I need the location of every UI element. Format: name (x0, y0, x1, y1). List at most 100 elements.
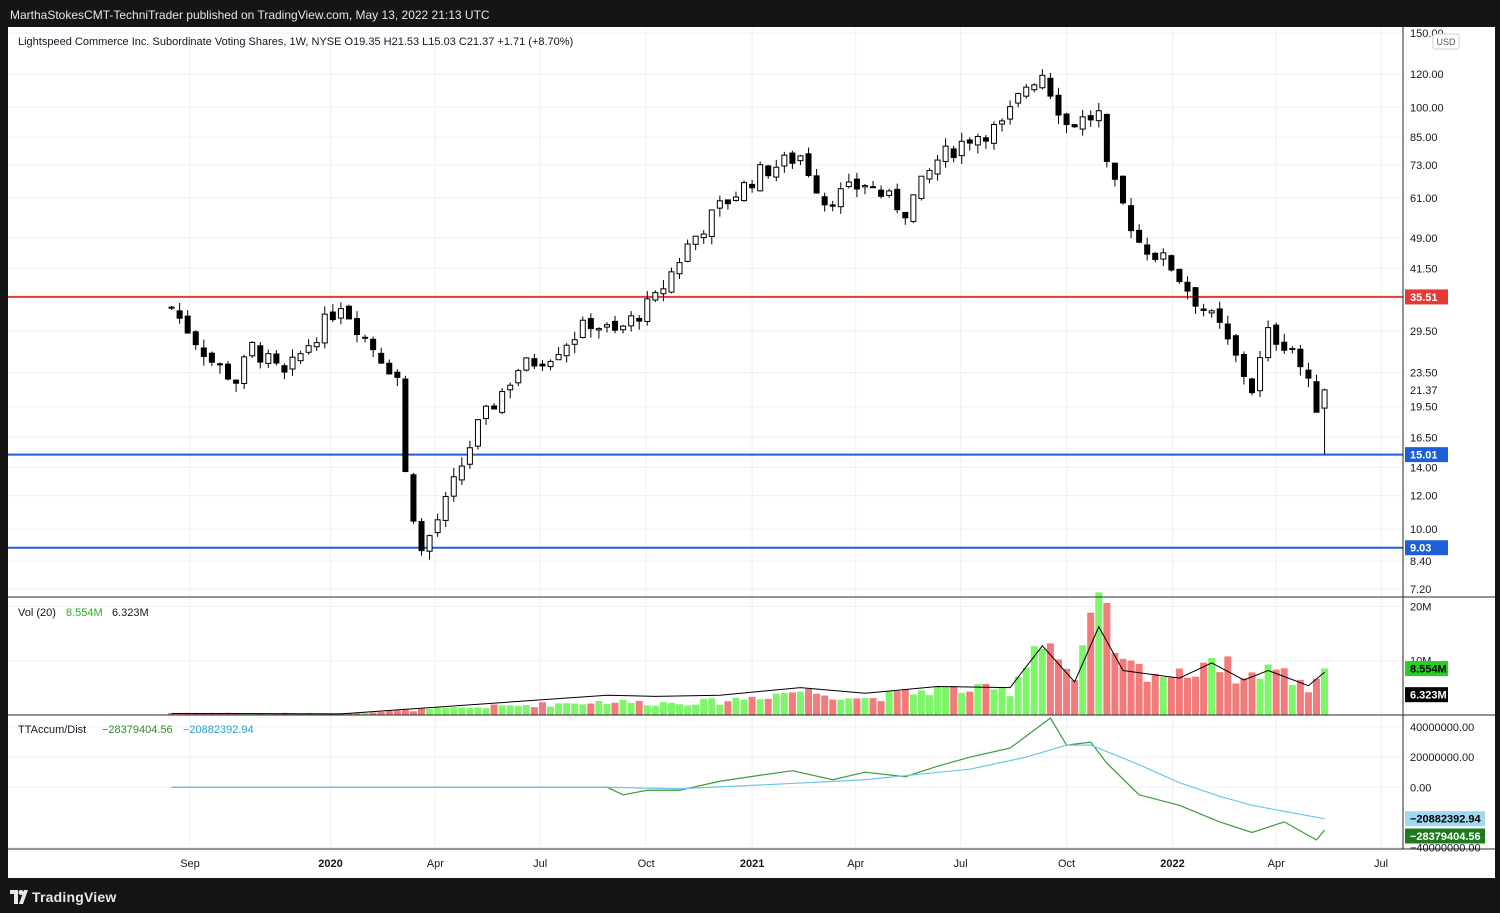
volume-bar (796, 691, 804, 715)
candle-body (1031, 84, 1038, 91)
candle-body (958, 140, 965, 157)
volume-bar (409, 711, 417, 715)
last-candle (1321, 389, 1328, 409)
candle-body (1047, 77, 1054, 97)
time-tick-label: Sep (180, 858, 200, 870)
volume-last-tag-bg (1405, 661, 1448, 677)
candle-body (1023, 86, 1030, 97)
volume-bar (901, 689, 909, 715)
level-price-tag: 15.01 (1410, 450, 1438, 462)
candle-body (1152, 252, 1159, 260)
horizontal-levels[interactable] (8, 295, 1403, 549)
volume-bar (619, 699, 627, 715)
candle-body (716, 200, 723, 209)
candle-body (1224, 323, 1231, 340)
accum-dist-signal-line (171, 744, 1325, 820)
volume-bar (998, 687, 1006, 715)
price-tick-label: 16.50 (1410, 432, 1438, 444)
volume-bar (1103, 602, 1111, 715)
candle-body (1216, 308, 1223, 323)
candle-body (547, 360, 554, 368)
volume-bar (1143, 681, 1151, 715)
volume-bar (498, 705, 506, 715)
volume-bar (514, 705, 522, 715)
currency-badge[interactable] (1432, 33, 1460, 50)
volume-bar (1167, 677, 1175, 715)
candle-body (724, 199, 731, 205)
volume-bar (990, 689, 998, 715)
accum-dist-line (171, 717, 1326, 841)
candle-body (668, 271, 675, 293)
volume-bar (353, 713, 361, 715)
symbol-legend: Lightspeed Commerce Inc. Subordinate Vot… (18, 36, 573, 48)
price-tags: 35.51 15.01 9.03 21.37 8.554M 6.323M −20882392… (1405, 289, 1485, 844)
volume-bar (547, 706, 555, 715)
volume-bar (837, 699, 845, 715)
volume-bar (966, 691, 974, 715)
candle-body (233, 379, 240, 384)
candle-body (805, 153, 812, 176)
volume-bar (845, 698, 853, 715)
candle-body (652, 292, 659, 301)
candle-body (579, 319, 586, 338)
volume-bar (805, 688, 813, 715)
volume-bar (813, 693, 821, 715)
candle-body (1200, 308, 1207, 311)
volume-bar (684, 705, 692, 715)
candle-body (1128, 205, 1135, 232)
volume-bar (611, 702, 619, 715)
volume-bar (659, 702, 667, 715)
price-tick-label: 12.00 (1410, 491, 1438, 503)
candle-body (1313, 381, 1320, 413)
candle-body (821, 196, 828, 206)
candle-body (700, 233, 707, 239)
volume-bar (950, 685, 958, 715)
candle-body (571, 339, 578, 345)
volume-bar (788, 692, 796, 715)
oscillator-tick-label: −40000000.00 (1410, 842, 1481, 854)
tradingview-wordmark: TradingView (32, 889, 117, 905)
candle-body (345, 305, 352, 320)
price-tick-label: 7.20 (1410, 584, 1431, 596)
volume-bar (361, 712, 369, 715)
candle-body (894, 188, 901, 211)
time-axis[interactable]: Sep 2020 Apr Jul Oct 2021 Apr Jul Oct 2022 Apr Jul (180, 858, 1388, 870)
volume-bar (1304, 692, 1312, 715)
candle-body (741, 182, 748, 202)
volume-bar (555, 703, 563, 715)
price-tick-label: 73.00 (1410, 160, 1438, 172)
volume-bar (982, 683, 990, 715)
accum-dist-last-tag-bg (1405, 828, 1485, 844)
candle-body (1144, 244, 1151, 255)
candle-body (870, 186, 877, 189)
volume-bar (587, 703, 595, 715)
volume-last-tag: 8.554M (1410, 664, 1447, 676)
volume-bar (732, 697, 740, 715)
price-axis[interactable]: 150.00120.00100.0085.0073.0061.0049.0041… (1410, 28, 1481, 854)
candle-body (329, 311, 336, 321)
volume-bar (530, 707, 538, 715)
volume-bar (627, 702, 635, 715)
tradingview-logo[interactable]: TradingView (10, 888, 116, 906)
candle-body (990, 123, 997, 144)
candle-body (1289, 348, 1296, 351)
candle-body (410, 474, 417, 522)
volume-bar (1119, 658, 1127, 715)
tradingview-mark-icon (10, 890, 28, 904)
candlestick-series (168, 69, 1328, 560)
candle-body (354, 318, 361, 336)
candle-body (1136, 229, 1143, 243)
volume-ma-line (171, 625, 1325, 715)
time-tick-label: Jul (954, 858, 968, 870)
volume-bar (643, 705, 651, 715)
volume-bar (1183, 677, 1191, 715)
candle-body (757, 164, 764, 192)
candle-body (910, 194, 917, 222)
candle-body (926, 170, 933, 180)
price-tick-label: 49.00 (1410, 233, 1438, 245)
candle-body (934, 159, 941, 175)
volume-bar (1208, 657, 1216, 715)
signal-last-tag-bg (1405, 811, 1485, 827)
candle-body (491, 405, 498, 410)
